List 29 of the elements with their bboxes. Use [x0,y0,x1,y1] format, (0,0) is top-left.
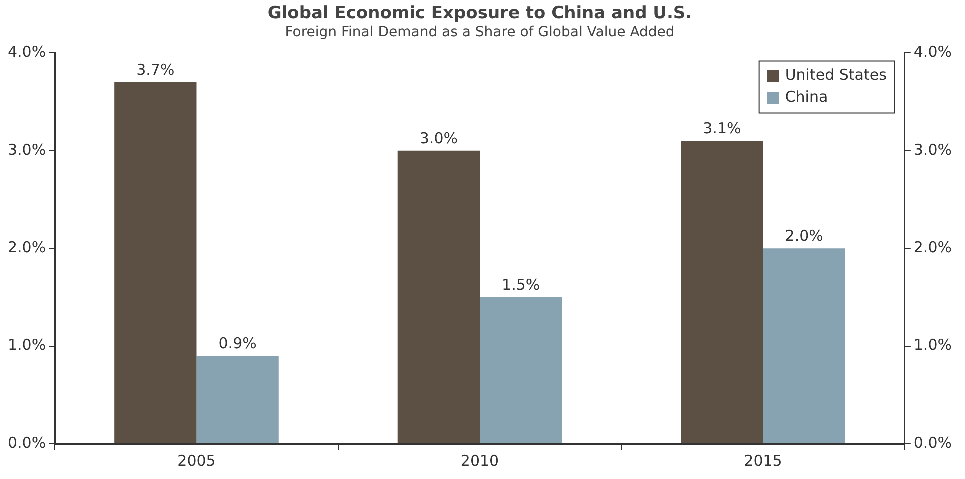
bar [681,141,764,444]
data-label: 3.7% [136,60,175,79]
x-tick-label: 2010 [460,452,500,470]
y2-tick-label: 3.0% [914,140,952,159]
y2-tick-label: 1.0% [914,336,952,354]
y2-tick-label: 4.0% [914,43,952,62]
bar [763,248,846,444]
y-tick-label: 2.0% [8,238,46,256]
bar [114,82,197,444]
data-label: 2.0% [785,226,824,245]
x-tick-label: 2005 [178,452,216,470]
data-label: 0.9% [218,334,257,352]
bar [196,356,279,444]
y-tick-label: 3.0% [8,140,46,159]
bar [398,150,480,444]
legend-label: China [785,88,828,106]
chart-title: Global Economic Exposure to China and U.S. [268,4,692,24]
y-tick-label: 4.0% [8,43,46,62]
legend-label: United States [785,66,888,84]
data-label: 1.5% [502,276,540,294]
y2-tick-label: 0.0% [914,434,952,452]
chart-subtitle: Foreign Final Demand as a Share of Global Value Added [285,24,675,40]
bar [480,297,562,444]
y-tick-label: 1.0% [8,336,46,354]
y2-tick-label: 2.0% [914,238,952,256]
data-label: 3.1% [703,120,742,138]
y-tick-label: 0.0% [8,434,46,452]
data-label: 3.0% [420,129,458,148]
x-tick-label: 2015 [744,452,782,470]
